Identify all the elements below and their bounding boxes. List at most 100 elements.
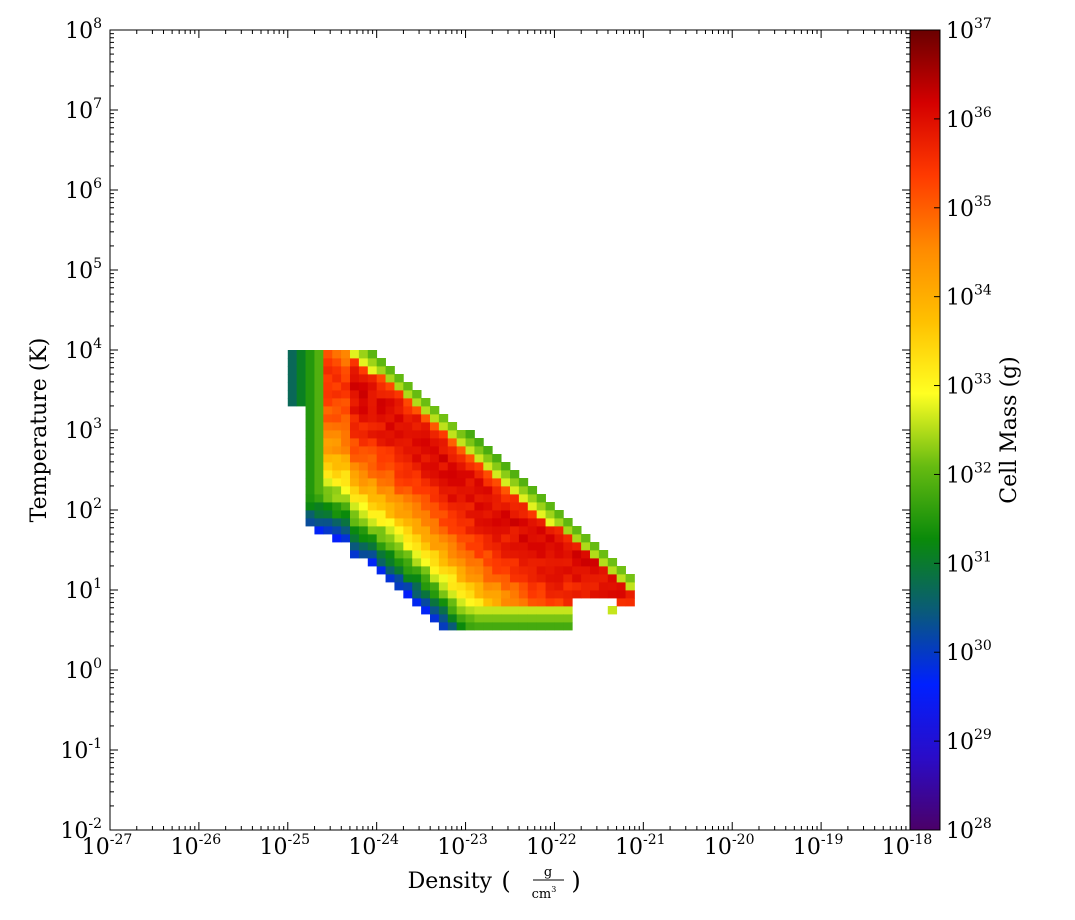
heatmap-cell xyxy=(394,534,404,543)
heatmap-cell xyxy=(314,486,324,495)
heatmap-cell xyxy=(501,502,511,511)
heatmap-cell xyxy=(430,550,440,559)
heatmap-cell xyxy=(438,446,449,455)
heatmap-cell xyxy=(581,542,591,551)
heatmap-cell xyxy=(421,510,431,519)
heatmap-cell xyxy=(421,550,431,559)
heatmap-cell xyxy=(412,582,422,591)
heatmap-cell xyxy=(545,502,555,511)
heatmap-cell xyxy=(447,558,458,567)
heatmap-cell xyxy=(323,470,333,479)
heatmap-cell xyxy=(438,494,449,503)
heatmap-cell xyxy=(465,614,475,623)
heatmap-cell xyxy=(447,574,458,583)
heatmap-cell xyxy=(385,494,395,503)
heatmap-cell xyxy=(314,462,324,471)
heatmap-cell xyxy=(394,550,404,559)
heatmap-cell xyxy=(385,550,395,559)
heatmap-cell xyxy=(518,494,529,503)
heatmap-cell xyxy=(350,398,360,407)
heatmap-cell xyxy=(474,606,484,615)
heatmap-cell xyxy=(412,398,422,407)
heatmap-cell xyxy=(590,566,600,575)
heatmap-cell xyxy=(376,494,386,503)
heatmap-cell xyxy=(625,574,635,583)
heatmap-cell xyxy=(563,550,573,559)
heatmap-cell xyxy=(358,486,369,495)
heatmap-cell xyxy=(332,366,342,375)
heatmap-cell xyxy=(492,566,502,575)
heatmap-cell xyxy=(607,558,618,567)
heatmap-cell xyxy=(350,438,360,447)
heatmap-cell xyxy=(510,606,520,615)
heatmap-cell xyxy=(367,478,378,487)
heatmap-cell xyxy=(403,430,413,439)
colorbar-ticks: 1028 1029 1030 1031 1032 1033 1034 1035 1036 1037 xyxy=(934,16,992,844)
heatmap-cell xyxy=(501,478,511,487)
heatmap-cell xyxy=(598,590,609,599)
heatmap-cell xyxy=(545,582,555,591)
heatmap-cell xyxy=(465,486,475,495)
heatmap-cell xyxy=(456,502,466,511)
heatmap-cell xyxy=(403,550,413,559)
heatmap-cell xyxy=(385,430,395,439)
heatmap-cell xyxy=(332,390,342,399)
heatmap-cell xyxy=(492,486,502,495)
y-tick-label: 107 xyxy=(65,96,102,124)
heatmap-cell xyxy=(465,502,475,511)
heatmap-cell xyxy=(385,414,395,423)
heatmap-cell xyxy=(465,446,475,455)
heatmap-cell xyxy=(616,574,626,583)
heatmap-cell xyxy=(536,534,546,543)
heatmap-cell xyxy=(385,502,395,511)
heatmap-cell xyxy=(412,502,422,511)
heatmap-cell xyxy=(483,534,493,543)
heatmap-cell xyxy=(430,606,440,615)
heatmap-cell xyxy=(341,366,351,375)
heatmap-cell xyxy=(447,438,458,447)
heatmap-cell xyxy=(554,598,564,607)
heatmap-cell xyxy=(510,590,520,599)
heatmap-cell xyxy=(394,374,404,383)
heatmap-cell xyxy=(483,590,493,599)
heatmap-cell xyxy=(554,622,564,631)
heatmap-cell xyxy=(394,542,404,551)
heatmap-cell xyxy=(367,366,378,375)
heatmap-cell xyxy=(341,518,351,527)
heatmap-cell xyxy=(296,350,306,359)
heatmap-cell xyxy=(483,606,493,615)
heatmap-cell xyxy=(287,350,298,359)
heatmap-cell xyxy=(421,414,431,423)
heatmap-cell xyxy=(430,502,440,511)
heatmap-cell xyxy=(385,558,395,567)
heatmap-cell xyxy=(447,542,458,551)
heatmap-cell xyxy=(367,358,378,367)
heatmap-cell xyxy=(465,534,475,543)
heatmap-cell xyxy=(358,526,369,535)
heatmap-cell xyxy=(412,566,422,575)
heatmap-cell xyxy=(305,406,315,415)
heatmap-cell xyxy=(438,590,449,599)
heatmap-cell xyxy=(430,590,440,599)
heatmap-cell xyxy=(421,558,431,567)
heatmap-cell xyxy=(412,510,422,519)
heatmap-cell xyxy=(350,422,360,431)
heatmap-cell xyxy=(447,470,458,479)
heatmap-cell xyxy=(430,614,440,623)
heatmap-cell xyxy=(305,446,315,455)
heatmap-cell xyxy=(483,510,493,519)
heatmap-cell xyxy=(465,558,475,567)
x-axis-label-paren-close: ) xyxy=(571,867,580,895)
heatmap-cell xyxy=(358,350,369,359)
heatmap-cell xyxy=(465,430,475,439)
heatmap-cell xyxy=(296,374,306,383)
heatmap-cell xyxy=(527,502,538,511)
heatmap-cell xyxy=(314,414,324,423)
heatmap-cell xyxy=(403,582,413,591)
heatmap-cell xyxy=(572,590,582,599)
heatmap-cell xyxy=(474,534,484,543)
heatmap-cell xyxy=(358,398,369,407)
heatmap-cell xyxy=(358,478,369,487)
heatmap-cell xyxy=(421,542,431,551)
heatmap-cell xyxy=(332,470,342,479)
